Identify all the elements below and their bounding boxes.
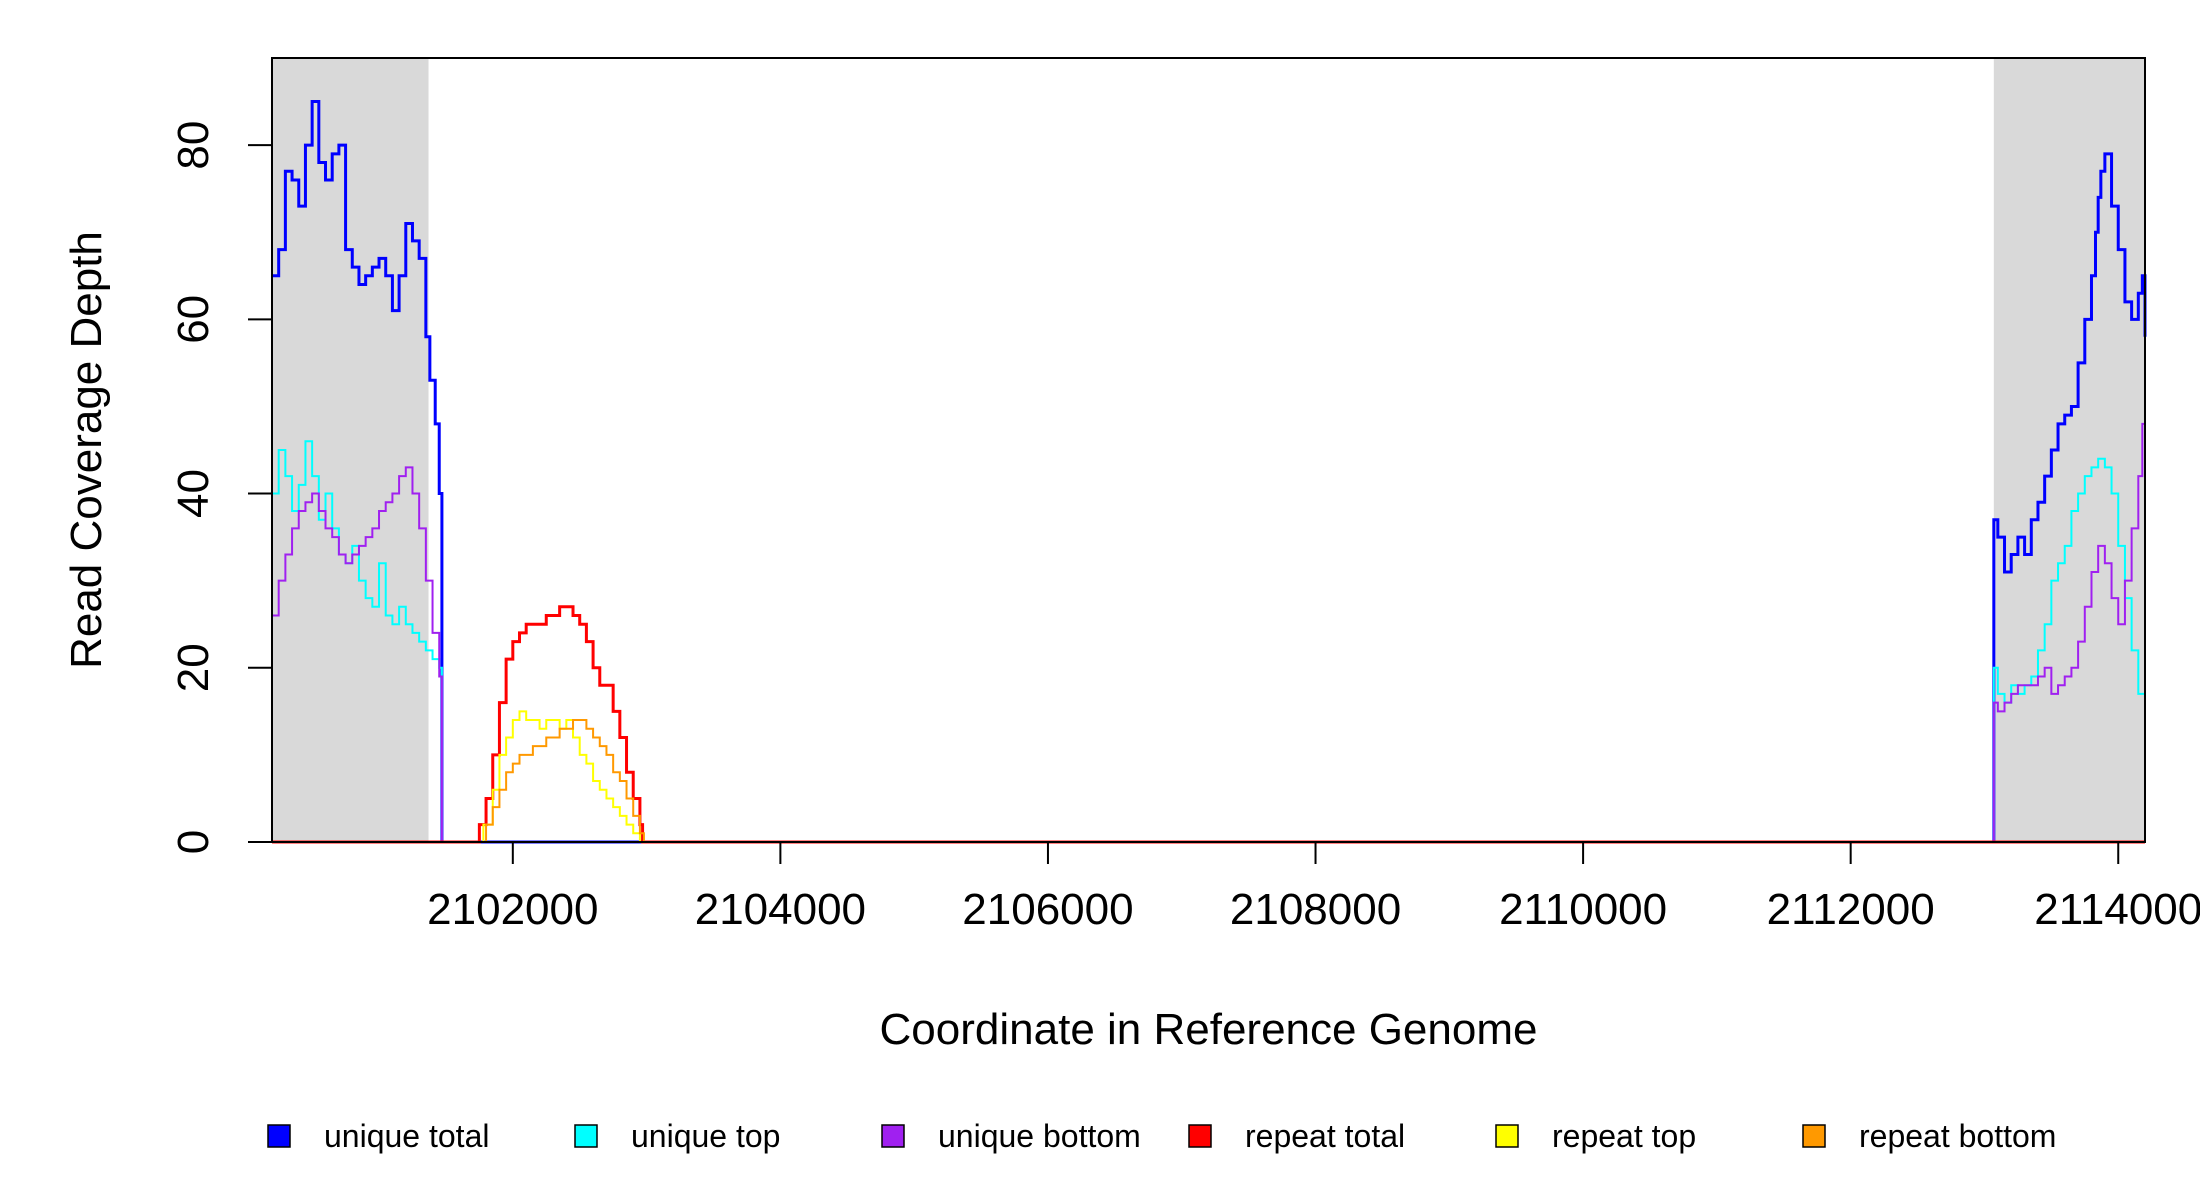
legend-label-repeat-total: repeat total (1245, 1118, 1405, 1154)
y-axis-title: Read Coverage Depth (62, 231, 111, 669)
legend-label-unique-bottom: unique bottom (938, 1118, 1141, 1154)
y-axis: 0 20 40 60 80 (169, 121, 272, 854)
series-line-repeat-total (272, 605, 2145, 844)
legend: unique total unique top unique bottom repea… (267, 1118, 2056, 1154)
series-line-unique-top (272, 440, 2146, 843)
x-tick-label: 2112000 (1767, 885, 1935, 934)
y-tick-label: 0 (169, 830, 218, 854)
shaded-region-0 (272, 58, 429, 842)
x-tick-label: 2114000 (2034, 885, 2200, 934)
legend-label-unique-top: unique top (631, 1118, 780, 1154)
series-line-repeat-top (272, 710, 2145, 843)
shaded-region-1 (1993, 58, 2145, 842)
legend-swatch-repeat-total (1188, 1124, 1212, 1148)
x-axis-title: Coordinate in Reference Genome (880, 1005, 1538, 1054)
shaded-regions (272, 58, 2145, 842)
legend-swatch-unique-bottom (881, 1124, 905, 1148)
y-tick-label: 80 (169, 121, 218, 170)
x-tick-label: 2106000 (962, 885, 1133, 934)
legend-swatch-unique-top (574, 1124, 598, 1148)
legend-label-repeat-top: repeat top (1552, 1118, 1696, 1154)
x-tick-label: 2110000 (1499, 885, 1667, 934)
legend-swatch-repeat-bottom (1802, 1124, 1826, 1148)
legend-label-unique-total: unique total (324, 1118, 489, 1154)
x-tick-label: 2108000 (1230, 885, 1401, 934)
x-axis: 2102000 2104000 2106000 2108000 2110000 21120… (427, 842, 2200, 934)
y-tick-label: 40 (169, 469, 218, 518)
series-line-repeat-bottom (272, 719, 2145, 843)
x-tick-label: 2104000 (695, 885, 866, 934)
y-tick-label: 60 (169, 295, 218, 344)
legend-label-repeat-bottom: repeat bottom (1859, 1118, 2056, 1154)
legend-swatch-unique-total (267, 1124, 291, 1148)
y-tick-label: 20 (169, 643, 218, 692)
plot-frame (271, 57, 2146, 843)
legend-swatch-repeat-top (1495, 1124, 1519, 1148)
series-line-unique-total (272, 100, 2147, 844)
x-tick-label: 2102000 (427, 885, 598, 934)
series-lines (272, 100, 2147, 844)
series-line-unique-bottom (272, 422, 2146, 843)
